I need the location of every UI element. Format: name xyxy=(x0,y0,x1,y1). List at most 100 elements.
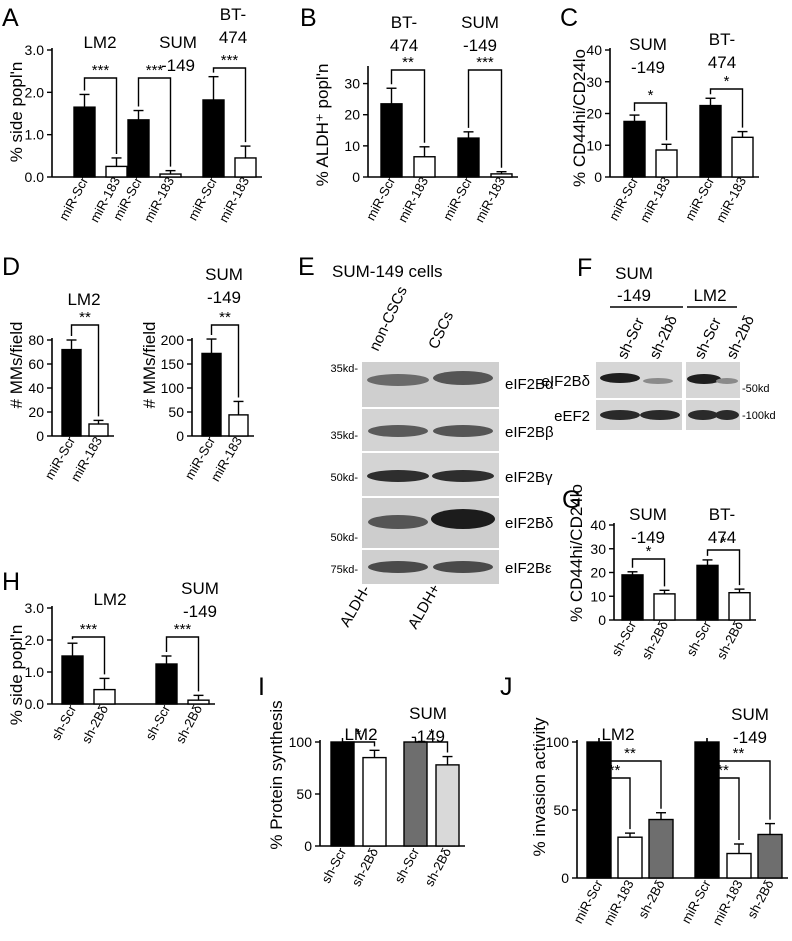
protein-label: eIF2Bδ xyxy=(505,515,553,532)
panel-a: A % side popl'n 0.01.02.03.0miR-ScrmiR-1… xyxy=(2,4,262,225)
significance-stars: * xyxy=(724,73,730,90)
panel-d: D # MMs/field 020406080miR-ScrmiR-183LM2… xyxy=(2,253,254,484)
bar xyxy=(655,149,678,178)
group-label: BT- xyxy=(220,5,246,24)
category-label: sh-2Bδ xyxy=(639,618,672,661)
significance-bracket xyxy=(598,738,662,809)
y-tick-label: 0.0 xyxy=(25,169,45,185)
y-tick-label: 60 xyxy=(28,356,44,372)
group-label: -149 xyxy=(411,727,445,746)
y-axis-label: % invasion activity xyxy=(530,717,549,856)
group-label: -149 xyxy=(631,58,665,77)
y-axis-label: # MMs/field xyxy=(140,322,159,409)
blot-rows xyxy=(362,362,499,584)
group-label: -149 xyxy=(617,286,651,305)
category-label: sh-2Bδ xyxy=(349,845,382,888)
panel-letter-c: C xyxy=(560,4,578,32)
group-label: -149 xyxy=(161,56,195,75)
group-label: 474 xyxy=(708,53,736,72)
panel-letter-g: G xyxy=(562,486,581,514)
category-label: miR-Scr xyxy=(56,174,92,223)
y-tick-label: 50 xyxy=(296,786,312,802)
significance-stars: *** xyxy=(174,621,192,638)
significance-stars: ** xyxy=(733,745,745,762)
bar xyxy=(435,764,460,847)
bar xyxy=(653,593,676,621)
significance-bracket xyxy=(631,558,666,587)
group-label: -149 xyxy=(183,602,217,621)
group-label: SUM xyxy=(629,35,667,54)
panel-letter-h: H xyxy=(2,568,20,596)
y-tick-label: 1.0 xyxy=(25,664,45,680)
y-tick-label: 0 xyxy=(36,428,44,444)
lane-label: sh-Scr xyxy=(614,315,648,361)
bar xyxy=(61,348,82,437)
significance-stars: * xyxy=(429,726,435,743)
mw-marker: 75kd- xyxy=(330,564,358,576)
significance-bracket xyxy=(83,77,118,154)
y-axis-label: % CD44hi/CD24lo xyxy=(570,49,589,187)
significance-stars: ** xyxy=(609,762,621,779)
category-label: sh-Scr xyxy=(48,702,79,743)
group-label: LM2 xyxy=(344,725,377,744)
group-label: SUM xyxy=(629,505,667,524)
y-tick-label: 2.0 xyxy=(25,632,45,648)
group-label: SUM xyxy=(181,579,219,598)
group-label: -149 xyxy=(463,36,497,55)
panel-h: H % side popl'n 0.01.02.03.0sh-Scr sh-2Bδ… xyxy=(2,568,219,746)
bar-chart-h: 0.01.02.03.0sh-Scr sh-2Bδ sh-Scr sh-2BδLM2S… xyxy=(25,579,219,746)
mw-marker: -50kd xyxy=(742,383,770,395)
panel-f: F SUM -149 LM2 sh-Scr sh-2bδ sh-Scr sh-2… xyxy=(542,254,776,430)
y-tick-label: 20 xyxy=(586,106,602,122)
panel-letter-b: B xyxy=(300,4,317,32)
y-tick-label: 40 xyxy=(586,42,602,58)
y-axis-label: % Protein synthesis xyxy=(267,700,286,849)
group-label: LM2 xyxy=(93,590,126,609)
blot-band xyxy=(368,425,428,437)
significance-bracket xyxy=(70,324,100,417)
group-label: -149 xyxy=(733,728,767,747)
lane-label-aldh-neg: ALDH- xyxy=(337,583,374,630)
protein-label: eIF2Bδ xyxy=(542,373,590,390)
bar xyxy=(61,655,84,705)
bar xyxy=(621,574,644,621)
significance-bracket xyxy=(165,636,200,692)
y-tick-label: 3.0 xyxy=(25,42,45,58)
group-label: SUM xyxy=(159,33,197,52)
y-axis-label: # MMs/field xyxy=(7,322,26,409)
category-label: miR-183 xyxy=(472,174,508,224)
y-tick-label: 100 xyxy=(289,734,313,750)
blot-band xyxy=(368,561,428,573)
significance-bracket xyxy=(633,102,668,141)
mw-marker: 35kd- xyxy=(330,363,358,375)
group-label: BT- xyxy=(709,505,735,524)
y-tick-label: 0 xyxy=(561,870,569,886)
bar xyxy=(696,564,719,621)
bar xyxy=(757,833,783,879)
y-tick-label: 0.0 xyxy=(25,696,45,712)
category-label: miR-Scr xyxy=(363,174,399,223)
bar xyxy=(403,741,428,847)
lane-label: sh-2bδ xyxy=(723,313,758,362)
significance-stars: *** xyxy=(80,621,98,638)
bar xyxy=(623,120,646,178)
category-label: miR-183 xyxy=(637,174,673,224)
category-label: miR-183 xyxy=(141,174,177,224)
bar xyxy=(457,137,480,178)
significance-stars: *** xyxy=(92,62,110,79)
column-label-non-cscs: non-CSCs xyxy=(366,284,411,354)
group-label: BT- xyxy=(391,13,417,32)
group-label: SUM xyxy=(615,264,653,283)
bar xyxy=(617,836,643,879)
blot-band xyxy=(367,374,429,386)
blot-band xyxy=(600,373,640,383)
lane-label: sh-Scr xyxy=(691,315,725,361)
significance-stars: ** xyxy=(717,762,729,779)
group-label: 474 xyxy=(708,528,736,547)
category-label: miR-Scr xyxy=(682,174,718,223)
bar xyxy=(155,663,178,705)
